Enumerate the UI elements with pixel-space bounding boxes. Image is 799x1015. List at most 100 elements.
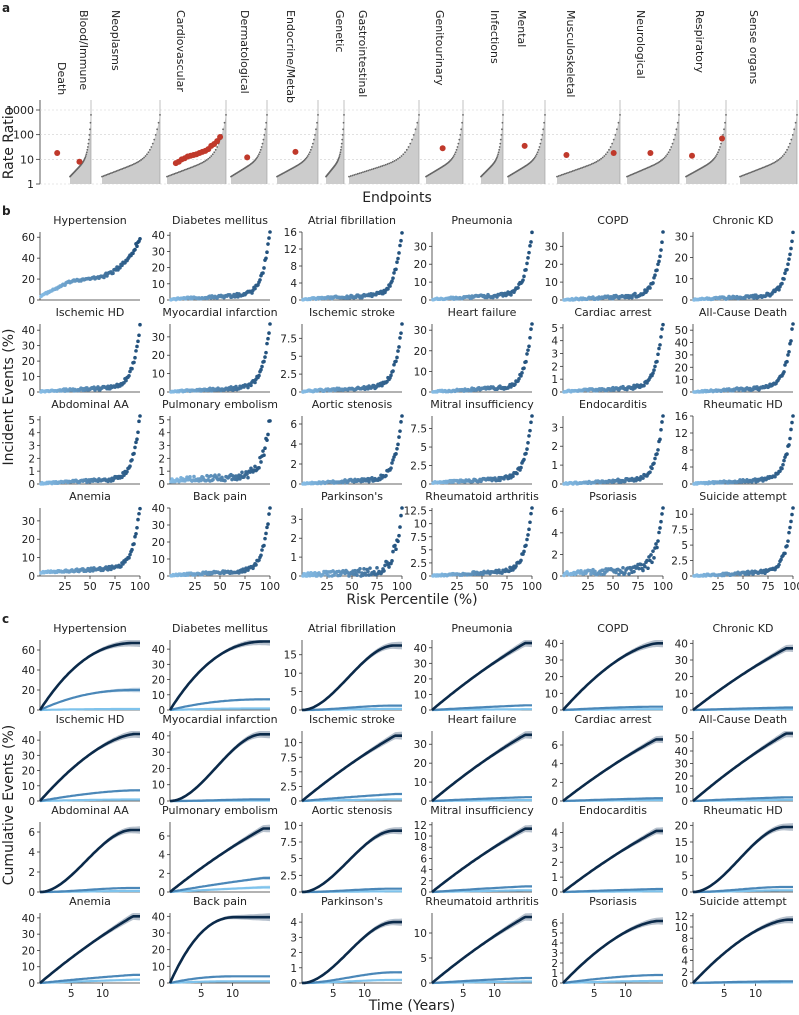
distribution-point <box>590 163 593 165</box>
risk-point <box>390 461 394 465</box>
risk-point <box>524 451 528 456</box>
distribution-point <box>719 146 721 148</box>
distribution-point <box>341 138 344 141</box>
cumulative-curve <box>562 919 663 984</box>
y-tick-label: 0 <box>551 571 558 583</box>
risk-point <box>654 542 658 546</box>
y-tick-label: 10 <box>675 854 688 866</box>
risk-point <box>362 567 366 571</box>
distribution-point <box>182 169 185 172</box>
y-tick-label: 30 <box>22 750 35 762</box>
distribution-point <box>265 121 267 124</box>
y-tick-label: 1 <box>28 466 35 478</box>
distribution-point <box>85 153 88 156</box>
x-tick-label: 10 <box>749 988 762 1000</box>
distribution-point <box>339 153 341 156</box>
risk-point <box>396 349 400 353</box>
y-tick-label: 10 <box>22 372 35 384</box>
risk-point <box>393 543 397 548</box>
confidence-band <box>302 827 402 892</box>
risk-point <box>525 447 529 451</box>
risk-point <box>135 437 139 442</box>
category-label: Infections <box>488 10 501 64</box>
distribution-point <box>210 155 213 157</box>
distribution-point <box>501 128 503 131</box>
confidence-band <box>40 640 140 710</box>
distribution-point <box>211 153 214 156</box>
distribution-point <box>264 128 267 131</box>
risk-point <box>509 385 513 389</box>
distribution-point <box>356 172 359 175</box>
category-label: Genitourinary <box>433 10 446 86</box>
risk-point <box>264 256 268 261</box>
y-tick-label: 6 <box>158 831 165 843</box>
y-tick-label: 3 <box>551 842 558 854</box>
distribution-point <box>416 121 419 124</box>
risk-point <box>778 469 782 473</box>
y-tick-label: 4 <box>551 759 558 771</box>
distribution-point <box>754 169 757 172</box>
distribution-point <box>393 160 396 162</box>
distribution-point <box>714 156 716 159</box>
y-tick-label: 0 <box>158 887 165 899</box>
y-tick-label: 30 <box>22 516 35 528</box>
risk-point <box>517 376 521 381</box>
y-tick-label: 2 <box>551 857 558 869</box>
y-tick-label: 6 <box>290 419 297 431</box>
risk-point <box>790 239 794 244</box>
distribution-point <box>179 170 182 173</box>
distribution-point <box>89 121 92 124</box>
risk-point <box>653 364 657 369</box>
distribution-point <box>499 142 502 145</box>
y-tick-label: 30 <box>414 325 427 337</box>
category-label: Gastrointestinal <box>356 10 369 97</box>
incident-subplot: Rheumatic HD 0 4 8 12 16 <box>675 398 795 491</box>
subplot-title: Mitral insufficiency <box>430 804 534 817</box>
y-tick-label: 5 <box>551 323 558 335</box>
cumulative-curve <box>301 734 402 803</box>
distribution-point <box>156 128 159 131</box>
y-tick-label: 20 <box>152 675 165 687</box>
risk-point <box>130 366 134 371</box>
y-tick-label: 10 <box>675 784 688 796</box>
category-neoplasms: Neoplasms <box>101 10 161 184</box>
distribution-point <box>101 175 103 178</box>
y-tick-label: 5 <box>290 351 297 363</box>
distribution-point <box>672 138 675 141</box>
y-tick-label: 30 <box>22 929 35 941</box>
distribution-point <box>777 159 780 161</box>
y-tick-label: 20 <box>545 259 558 271</box>
risk-point <box>522 366 526 370</box>
risk-point <box>217 473 221 477</box>
distribution-point <box>117 169 119 172</box>
risk-point <box>526 440 530 445</box>
subplot-title: Rheumatic HD <box>703 804 782 817</box>
y-tick-label: 1 <box>551 460 558 472</box>
incident-subplot: Ischemic stroke 0 2.5 5 7.5 <box>280 306 404 399</box>
panel-c-letter: c <box>2 612 9 626</box>
risk-point <box>789 246 793 251</box>
distribution-point <box>85 151 88 154</box>
distribution-point <box>308 151 311 154</box>
distribution-point <box>497 153 499 156</box>
risk-point <box>783 551 787 556</box>
distribution-point <box>604 153 607 156</box>
distribution-point <box>343 114 345 116</box>
distribution-point <box>457 142 460 145</box>
risk-point <box>240 470 244 475</box>
distribution-point <box>404 151 406 154</box>
risk-point <box>655 268 659 272</box>
risk-point <box>528 335 532 340</box>
y-tick-label: 10 <box>414 366 427 378</box>
y-tick-label: 8 <box>290 261 297 273</box>
risk-point <box>135 344 139 349</box>
risk-point <box>263 446 267 450</box>
distribution-point <box>339 151 342 154</box>
risk-point <box>262 266 266 270</box>
risk-point <box>786 539 790 543</box>
y-tick-label: 0 <box>28 387 35 399</box>
y-tick-label: 40 <box>675 746 688 758</box>
distribution-point <box>720 142 722 145</box>
y-tick-label: 5 <box>290 687 297 699</box>
distribution-point <box>262 138 265 141</box>
